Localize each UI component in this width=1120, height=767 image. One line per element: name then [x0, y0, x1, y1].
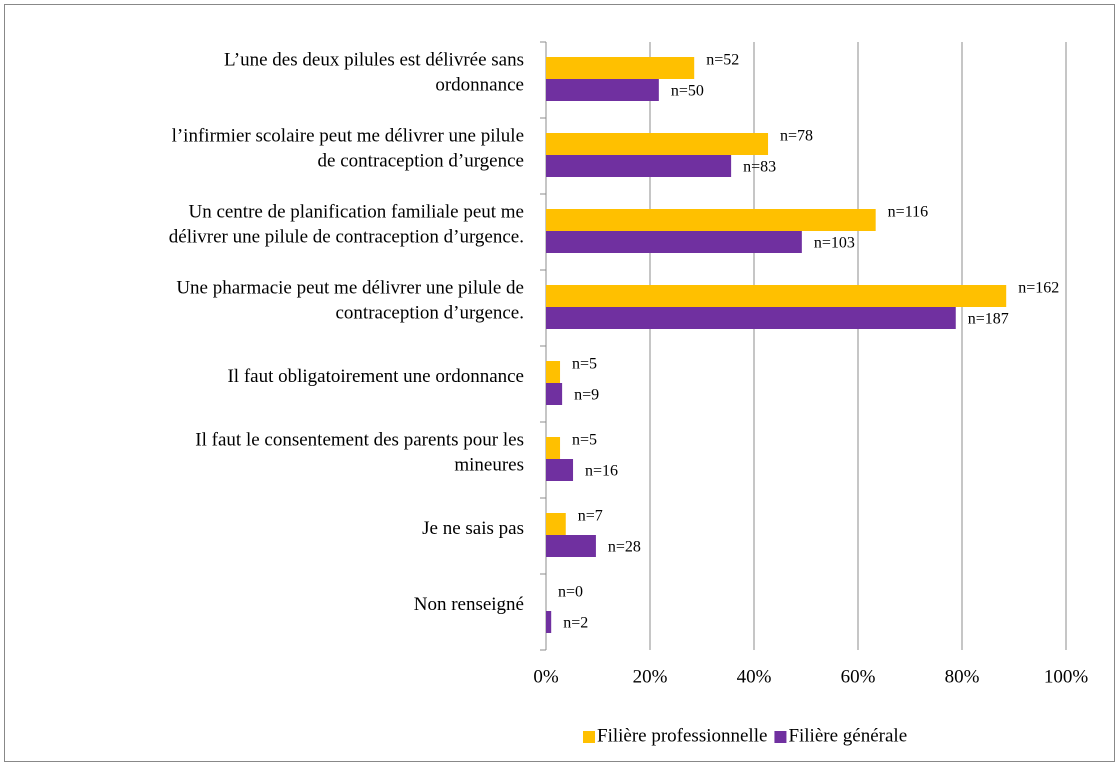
bar	[546, 459, 574, 481]
bar-annotation: n=187	[968, 311, 1009, 328]
y-tick-label: Il faut le consentement des parents pour…	[195, 430, 524, 476]
bar	[546, 133, 769, 155]
y-tick-label: Non renseigné	[414, 594, 524, 615]
bar	[546, 155, 732, 177]
legend-swatch	[774, 731, 787, 743]
bar	[546, 57, 695, 79]
bar-annotation: n=50	[671, 83, 704, 100]
x-tick-label: 60%	[841, 666, 876, 687]
bar-annotation: n=2	[563, 615, 588, 632]
bar	[546, 535, 596, 557]
x-tick-label: 0%	[533, 666, 559, 687]
legend-label: Filière professionnelle	[597, 725, 767, 746]
bar-annotation: n=83	[743, 159, 776, 176]
x-tick-label: 40%	[737, 666, 772, 687]
bar-annotation: n=116	[888, 204, 928, 221]
bar-annotation: n=52	[706, 52, 739, 69]
bar	[546, 231, 802, 253]
bar	[546, 513, 566, 535]
x-tick-label: 100%	[1044, 666, 1089, 687]
bar-annotation: n=16	[585, 463, 618, 480]
bar-annotation: n=5	[572, 432, 597, 449]
bar-annotation: n=103	[814, 235, 855, 252]
x-tick-label: 20%	[633, 666, 668, 687]
bar-annotation: n=78	[780, 128, 813, 145]
bar-annotation: n=7	[578, 508, 603, 525]
bar-annotation: n=162	[1018, 280, 1059, 297]
legend-swatch	[583, 731, 595, 743]
y-tick-label: L’une des deux pilules est délivrée sans…	[224, 50, 524, 96]
legend-label: Filière générale	[788, 725, 907, 746]
bar	[546, 307, 956, 329]
bar-annotation: n=9	[574, 387, 599, 404]
y-tick-label: Je ne sais pas	[422, 518, 524, 539]
y-tick-label: Un centre de planification familiale peu…	[169, 202, 524, 248]
bar	[546, 361, 561, 383]
x-tick-label: 80%	[945, 666, 980, 687]
bar-annotation: n=0	[558, 584, 583, 601]
y-tick-label: Il faut obligatoirement une ordonnance	[227, 366, 524, 387]
bar	[546, 285, 1007, 307]
y-tick-label: Une pharmacie peut me délivrer une pilul…	[176, 278, 524, 324]
bar	[546, 437, 561, 459]
bar	[546, 611, 552, 633]
bar-annotation: n=28	[608, 539, 641, 556]
bar-annotation: n=5	[572, 356, 597, 373]
bar	[546, 383, 563, 405]
bar	[546, 209, 876, 231]
bar	[546, 79, 659, 101]
y-tick-label: l’infirmier scolaire peut me délivrer un…	[172, 126, 524, 172]
